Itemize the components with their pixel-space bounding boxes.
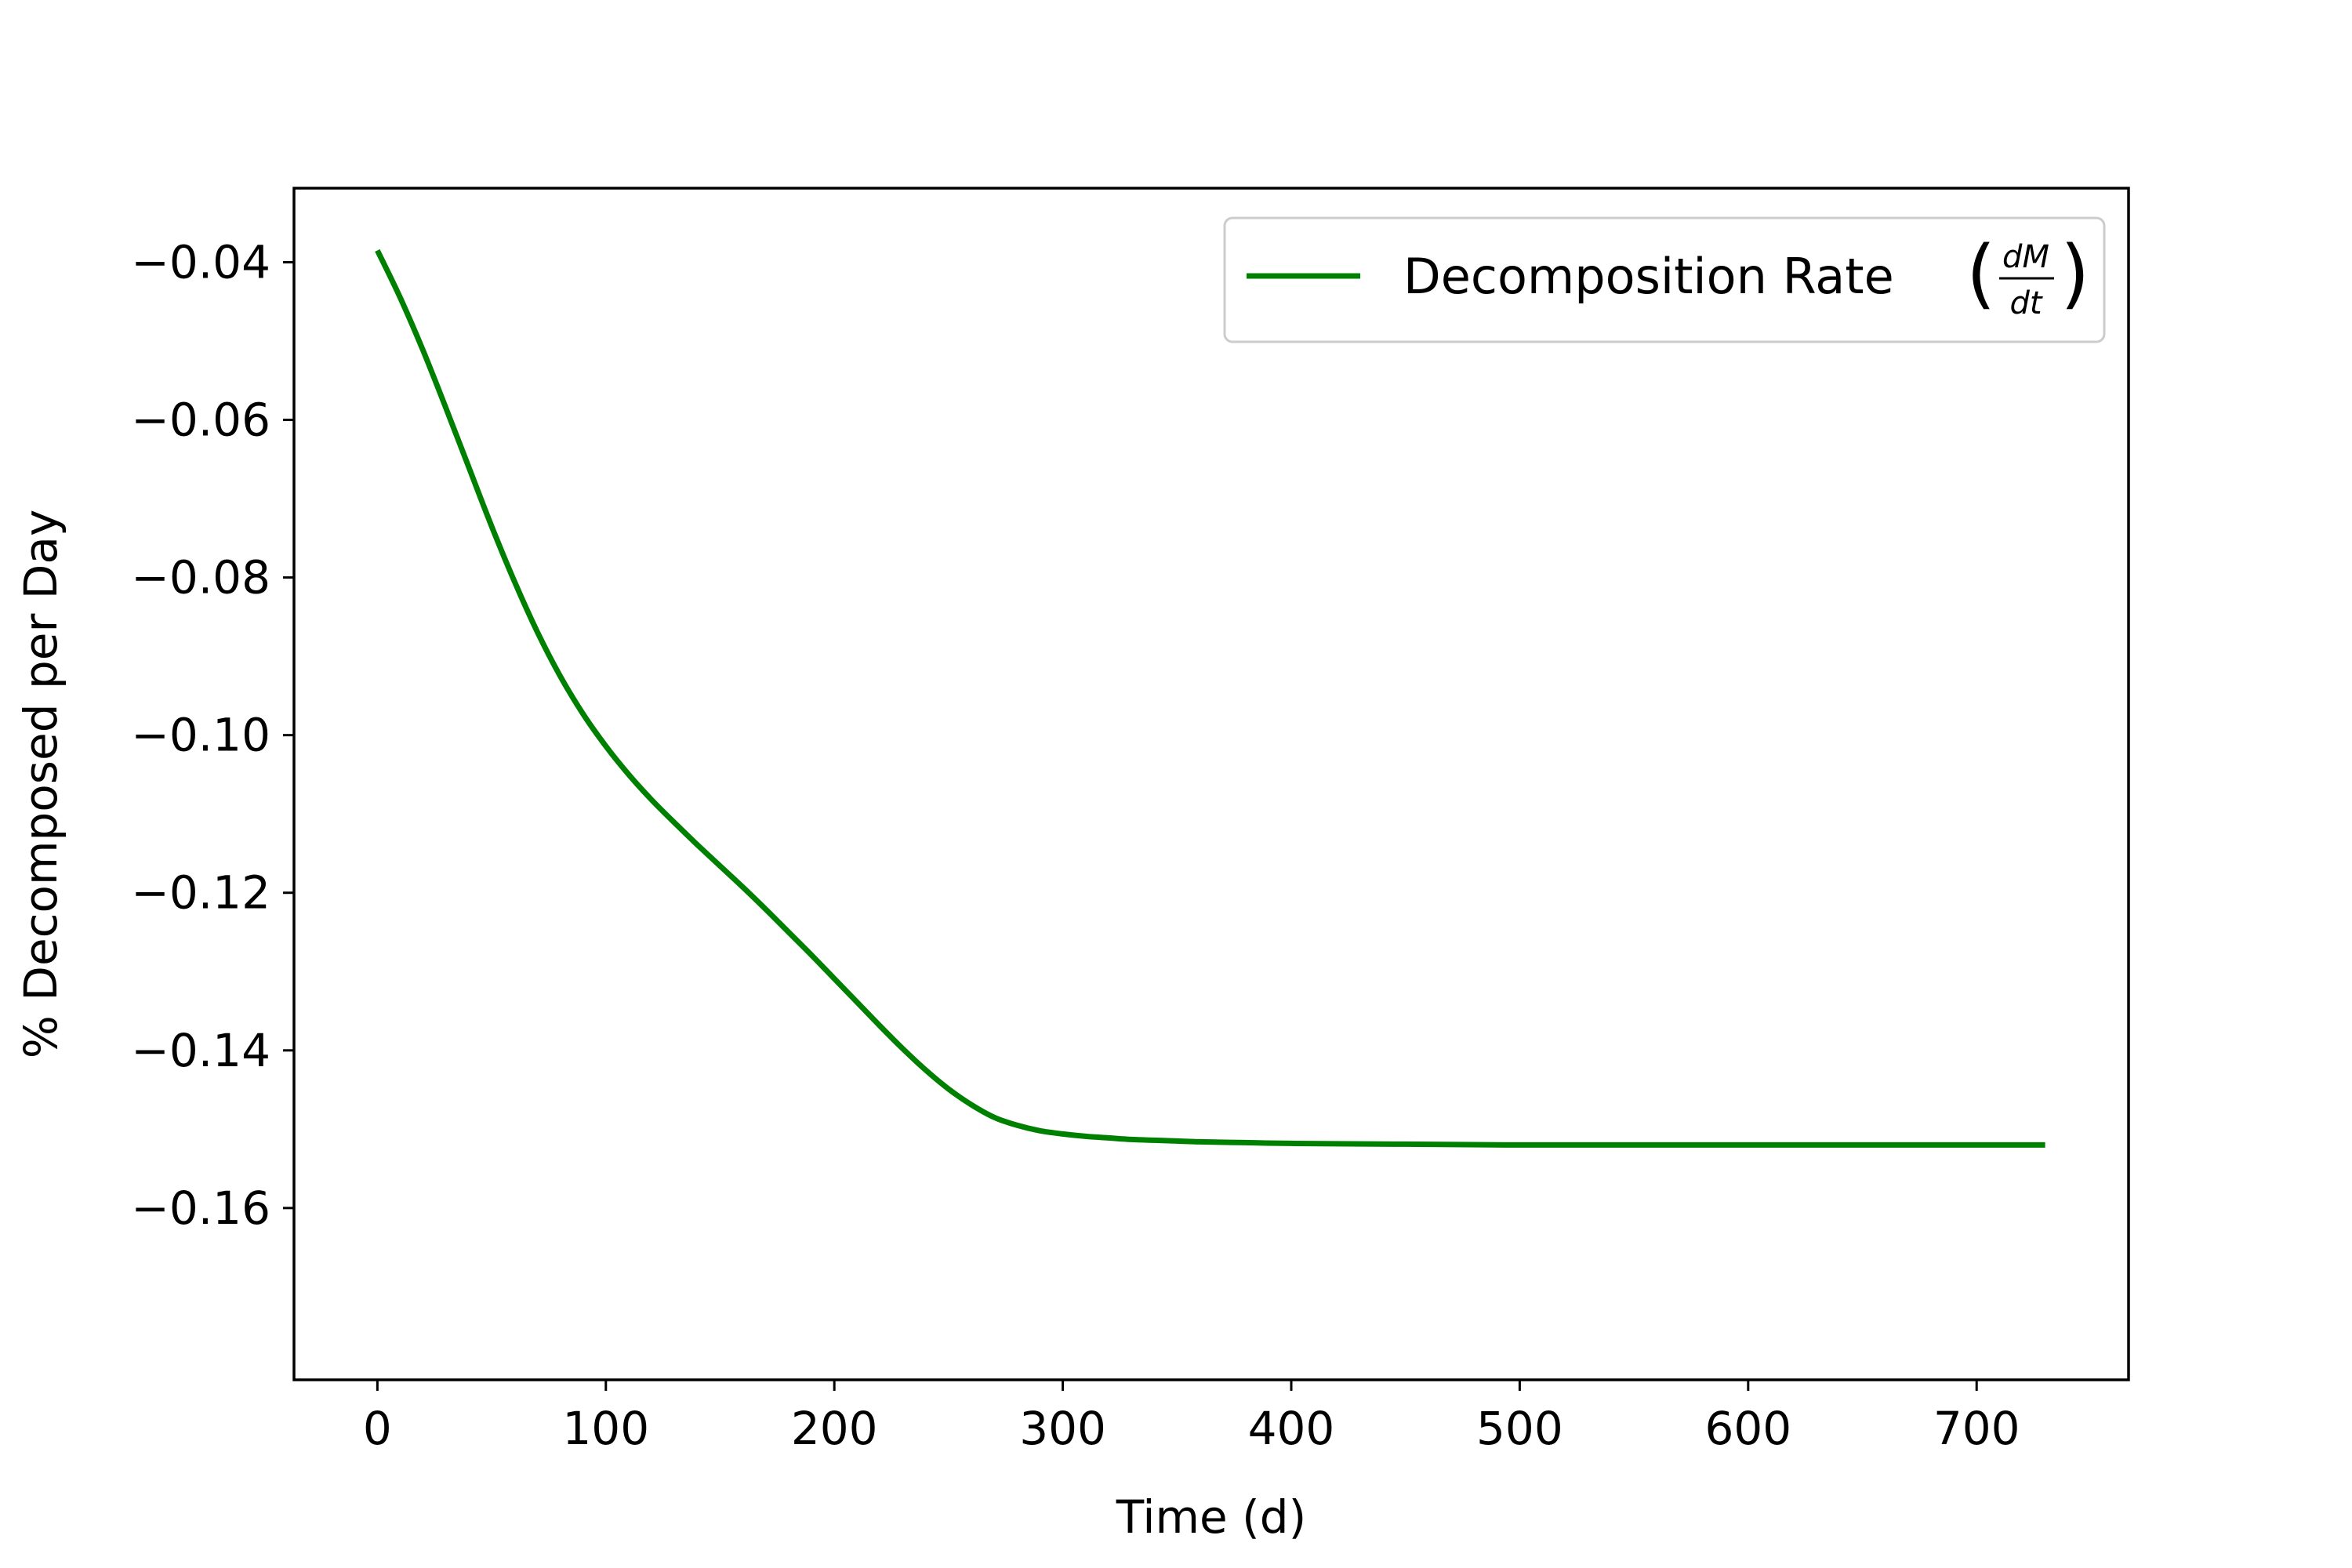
- legend-open-paren: (: [1966, 230, 1995, 318]
- y-tick-label: −0.08: [131, 551, 270, 604]
- x-tick-label: 100: [562, 1402, 649, 1455]
- x-axis-label: Time (d): [1116, 1490, 1306, 1544]
- y-tick-label: −0.04: [131, 235, 270, 289]
- y-tick-label: −0.12: [131, 866, 270, 920]
- x-tick-label: 500: [1476, 1402, 1563, 1455]
- x-tick-label: 600: [1704, 1402, 1791, 1455]
- y-tick-label: −0.10: [131, 709, 270, 762]
- legend: Decomposition Rate ( dM dt ): [1223, 216, 2106, 343]
- y-axis-ticks: −0.04 −0.06 −0.08 −0.10 −0.12 −0.14 −0.16: [131, 235, 294, 1235]
- legend-close-paren: ): [2060, 230, 2089, 318]
- y-tick-label: −0.16: [131, 1181, 270, 1235]
- series-line-decomposition-rate: [375, 249, 2045, 1148]
- legend-box: [1223, 216, 2106, 343]
- x-tick-label: 0: [363, 1402, 392, 1455]
- y-tick-label: −0.06: [131, 394, 270, 447]
- plot-area: [294, 188, 2129, 1380]
- x-tick-label: 300: [1019, 1402, 1106, 1455]
- series-layer: [375, 249, 2045, 1148]
- x-tick-label: 400: [1248, 1402, 1335, 1455]
- legend-denominator: dt: [2009, 285, 2042, 321]
- plot-frame: [292, 187, 2130, 1381]
- x-tick-label: 700: [1933, 1402, 2020, 1455]
- x-axis-ticks: 0 100 200 300 400 500 600 700: [363, 1380, 2020, 1455]
- legend-label: Decomposition Rate: [1403, 248, 1894, 305]
- y-tick-label: −0.14: [131, 1024, 270, 1077]
- x-tick-label: 200: [791, 1402, 878, 1455]
- legend-numerator: dM: [2002, 239, 2049, 275]
- y-axis-label: % Decomposed per Day: [14, 510, 67, 1059]
